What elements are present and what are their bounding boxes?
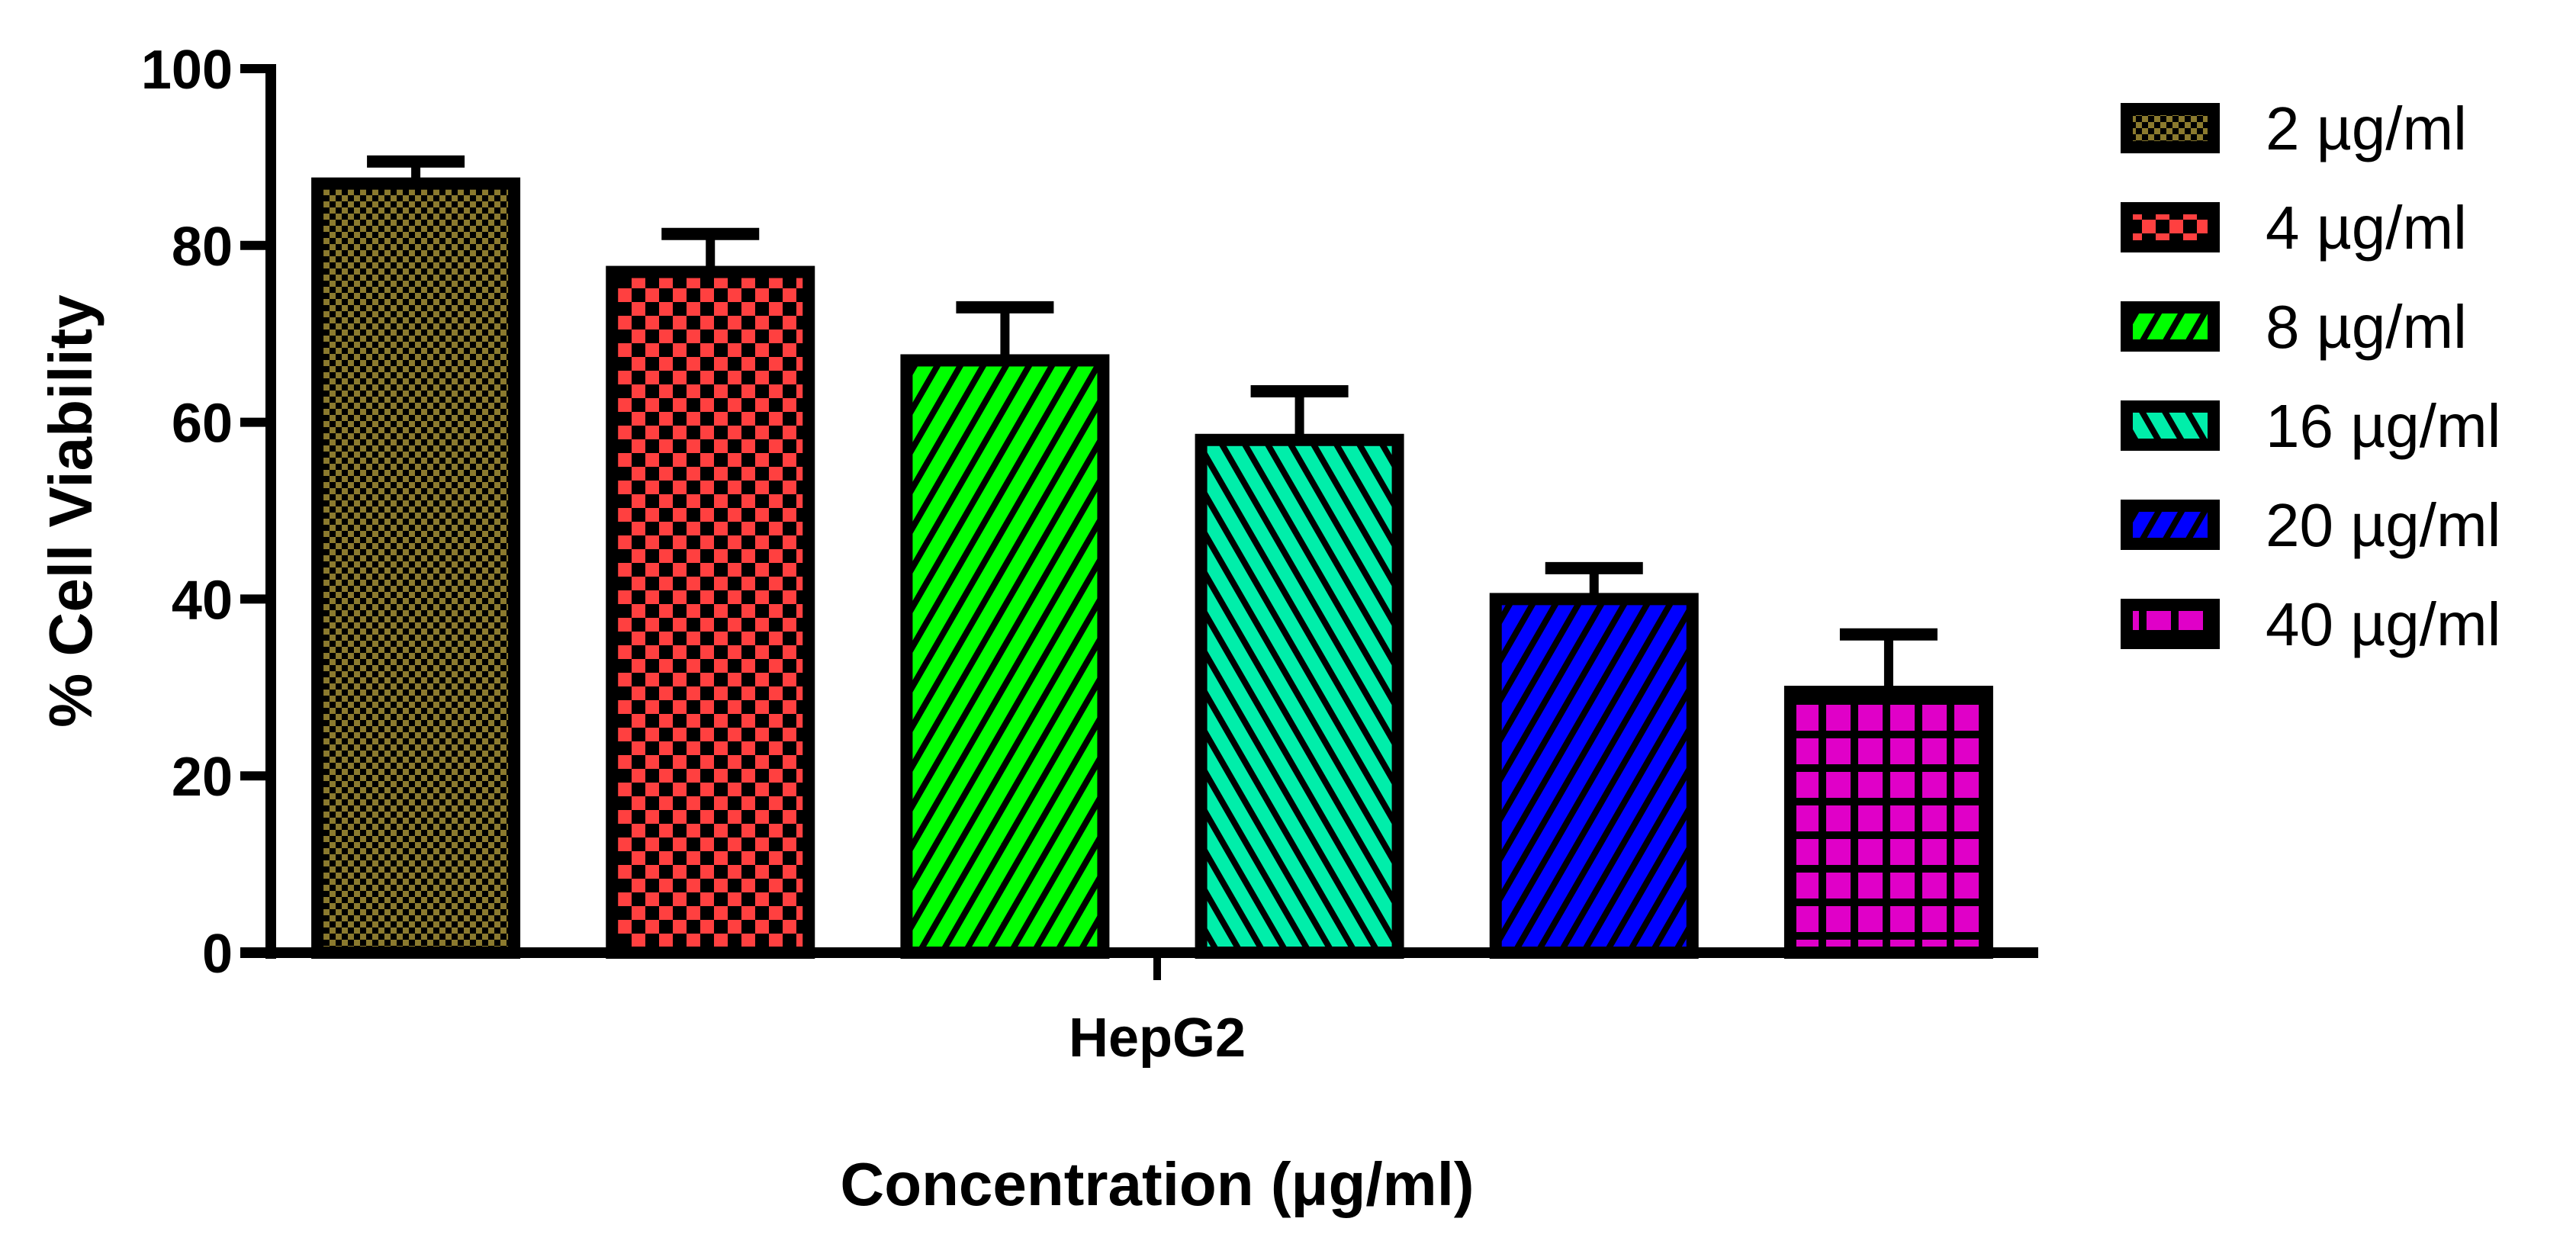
legend-label-20-ugml: 20 µg/ml [2266, 491, 2500, 559]
legend-swatch-fill [2133, 313, 2208, 339]
y-tick-label-80: 80 [172, 217, 233, 278]
y-tick-label-20: 20 [172, 747, 233, 808]
legend-swatch-fill [2133, 115, 2208, 141]
bar-16-ugml [1195, 433, 1404, 959]
y-tick-label-60: 60 [172, 394, 233, 455]
y-tick-label-0: 0 [202, 924, 233, 985]
y-tick-label-100: 100 [141, 40, 233, 101]
legend-label-16-ugml: 16 µg/ml [2266, 392, 2500, 460]
legend-swatch-fill [2133, 512, 2208, 538]
legend-label-4-ugml: 4 µg/ml [2266, 194, 2467, 262]
legend-label-8-ugml: 8 µg/ml [2266, 293, 2467, 361]
legend-swatch-fill [2133, 413, 2208, 439]
bars-group [311, 155, 1993, 960]
bar-4-ugml [606, 265, 815, 959]
bar-40-ugml [1783, 686, 1993, 959]
legend-label-40-ugml: 40 µg/ml [2266, 590, 2500, 658]
bar-8-ugml [900, 354, 1110, 960]
axes-group: 0 20 40 60 80 100 [141, 40, 2038, 985]
bar-2-ugml [311, 177, 521, 960]
y-tick-label-40: 40 [172, 570, 233, 631]
legend-label-2-ugml: 2 µg/ml [2266, 95, 2467, 162]
bar-20-ugml [1489, 593, 1699, 960]
legend-swatch-fill [2133, 214, 2208, 240]
y-axis-title: % Cell Viability [37, 294, 105, 728]
legend-swatch-fill [2133, 611, 2208, 637]
legend: 2 µg/ml 4 µg/ml 8 µg/ml 16 µg/ml 20 µg/ml 40 … [2121, 95, 2500, 658]
x-tick-label-hepg2: HepG2 [1069, 1008, 1246, 1069]
x-axis-title: Concentration (μg/ml) [840, 1150, 1474, 1218]
